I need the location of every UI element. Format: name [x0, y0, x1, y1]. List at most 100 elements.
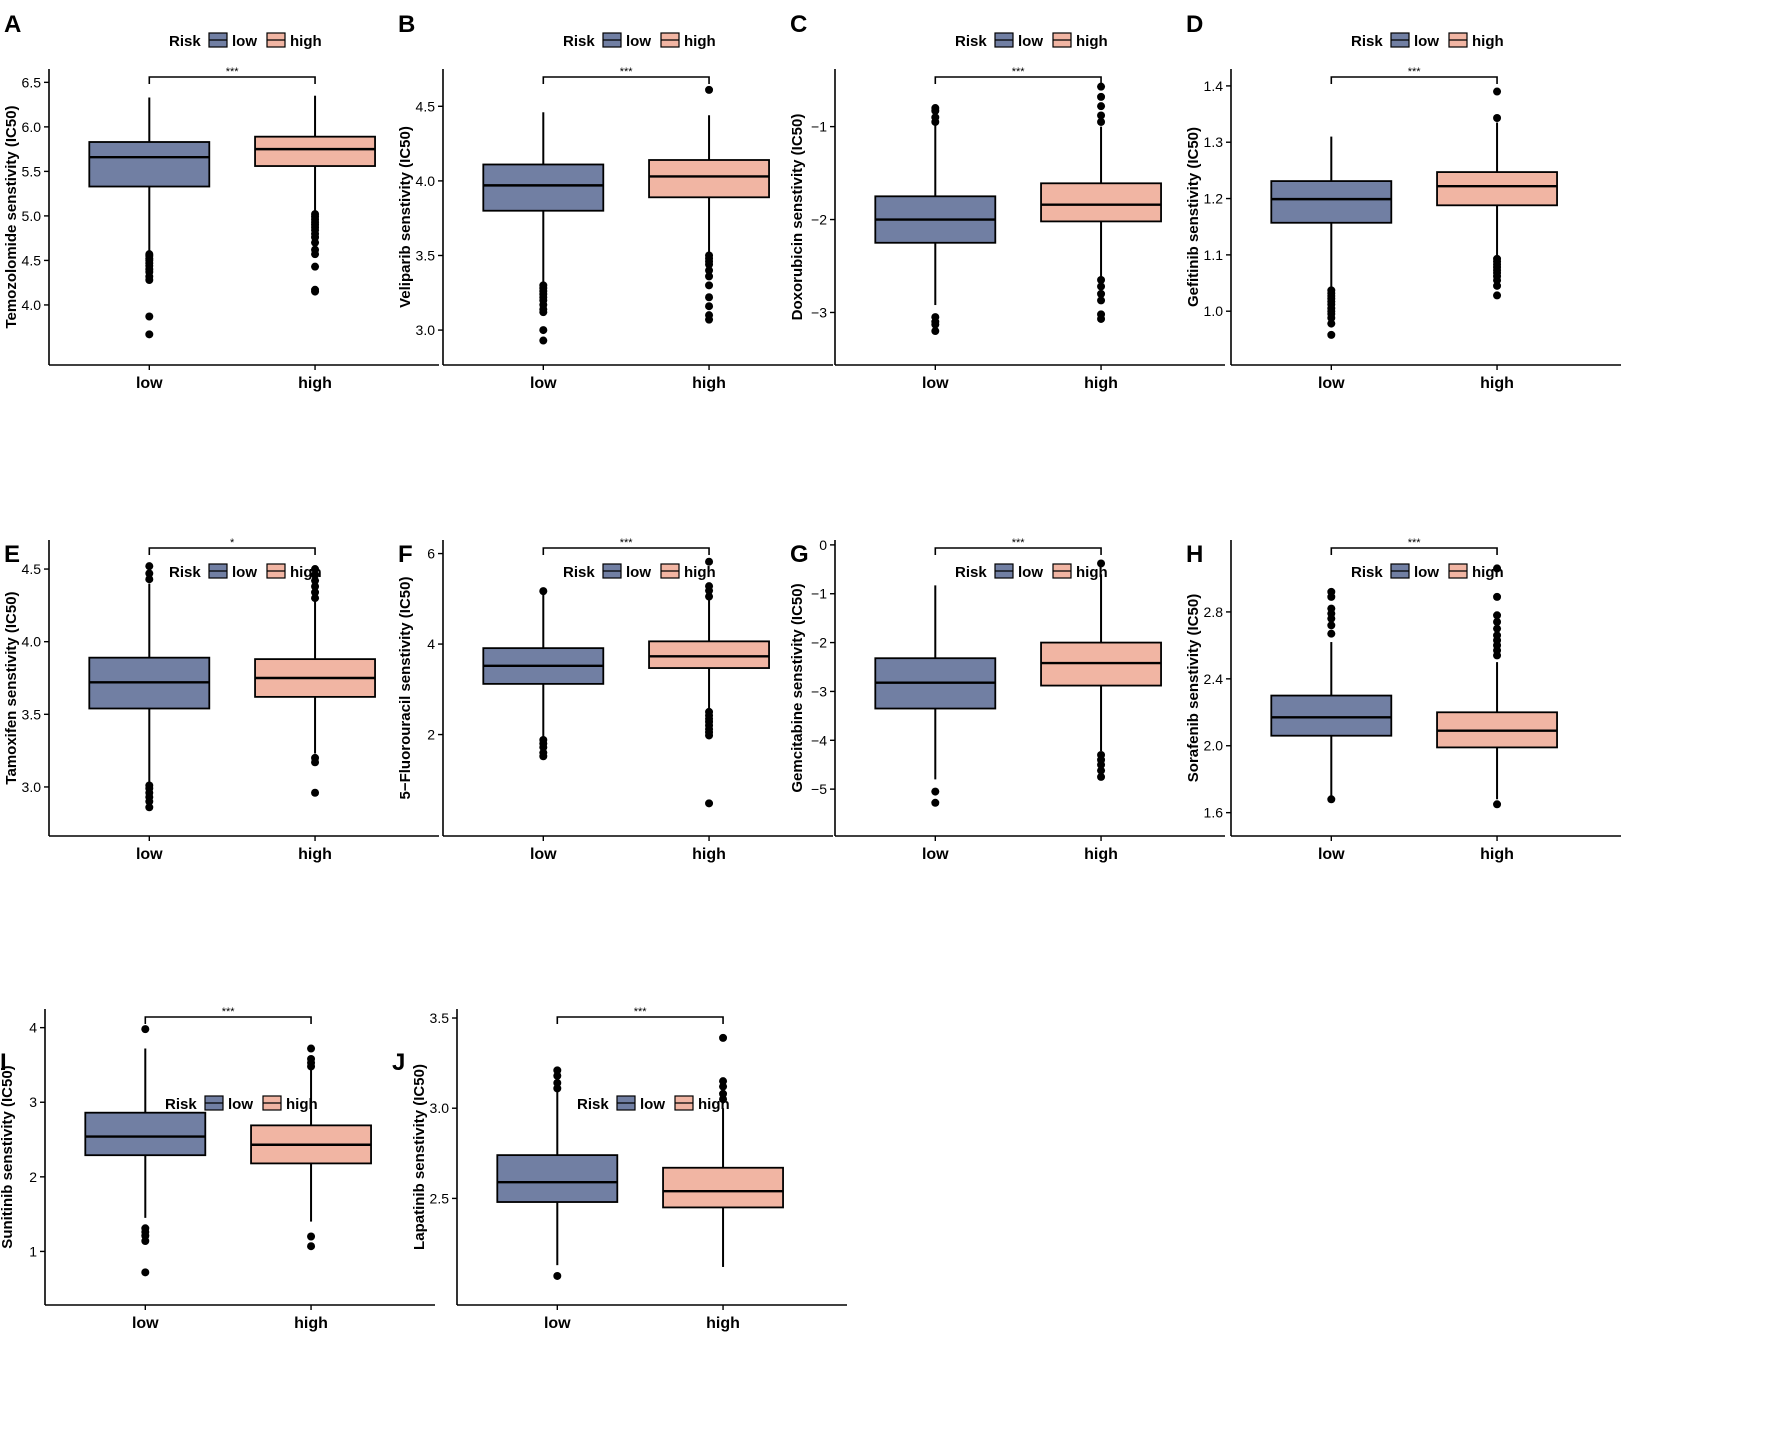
- legend-label-high: high: [286, 1096, 318, 1113]
- y-tick-label: 5.5: [22, 163, 42, 179]
- significance-bracket: [1330, 547, 1498, 555]
- outlier-point-low: [931, 106, 940, 115]
- outlier-point-low: [931, 798, 940, 807]
- significance-bracket: [934, 547, 1102, 555]
- y-axis-label: Veliparib senstivity (IC50): [397, 126, 414, 308]
- y-tick-label: 3.5: [416, 247, 436, 263]
- panel-letter: C: [790, 11, 807, 38]
- y-tick-label: 2.0: [1204, 738, 1224, 754]
- significance-label: ***: [226, 66, 240, 78]
- y-tick-label: 1.3: [1204, 134, 1224, 150]
- outlier-point-low: [141, 1025, 150, 1034]
- legend-label-high: high: [1472, 33, 1504, 50]
- y-axis-label: Gemcitabine senstivity (IC50): [789, 583, 806, 792]
- outlier-point-low: [145, 330, 154, 339]
- outlier-point-high: [1493, 624, 1502, 633]
- outlier-point-high: [307, 1062, 316, 1071]
- box-low: [84, 1111, 207, 1157]
- outlier-point-high: [1493, 800, 1502, 809]
- y-tick-label: 4.0: [22, 297, 42, 313]
- legend-label-low: low: [1414, 564, 1439, 581]
- box-low: [1270, 694, 1393, 737]
- panel-c: C Risk low high −3 −2 −1 Doxorubicin senstivity…: [789, 11, 1225, 392]
- y-tick-label: −3: [811, 683, 827, 699]
- y-tick-label: −1: [811, 586, 827, 602]
- outlier-point-high: [311, 594, 320, 603]
- box-low: [1270, 180, 1393, 224]
- x-tick-label-low: low: [922, 375, 949, 392]
- outlier-point-high: [705, 592, 714, 601]
- legend-title: Risk: [955, 564, 987, 581]
- outlier-point-high: [719, 1095, 728, 1104]
- y-tick-label: 3.0: [430, 1100, 450, 1116]
- y-tick-label: −5: [811, 781, 827, 797]
- outlier-point-low: [145, 797, 154, 806]
- outlier-point-high: [311, 582, 320, 591]
- y-tick-label: 3.0: [22, 779, 42, 795]
- outlier-point-low: [1327, 313, 1336, 322]
- significance-label: ***: [1408, 537, 1422, 549]
- y-tick-label: −2: [811, 635, 827, 651]
- outlier-point-high: [1097, 766, 1106, 775]
- y-axis-label: 5−Fluorouracil senstivity (IC50): [397, 577, 414, 800]
- x-tick-label-low: low: [1318, 375, 1345, 392]
- outlier-point-high: [1493, 592, 1502, 601]
- outlier-point-low: [1327, 330, 1336, 339]
- y-axis-label: Tamoxifen senstivity (IC50): [3, 591, 20, 784]
- outlier-point-high: [311, 238, 320, 247]
- outlier-point-low: [931, 117, 940, 126]
- y-tick-label: 1.1: [1204, 247, 1224, 263]
- outlier-point-high: [705, 85, 714, 94]
- x-tick-label-high: high: [706, 1315, 740, 1332]
- outlier-point-high: [311, 588, 320, 597]
- y-tick-label: 4.0: [416, 173, 436, 189]
- y-axis-label: Sorafenib senstivity (IC50): [1185, 594, 1202, 782]
- outlier-point-high: [307, 1232, 316, 1241]
- panel-f: F Risk low high 2 4 6 5−Fluorouracil senstivity…: [397, 537, 833, 863]
- legend-label-high: high: [290, 33, 322, 50]
- outlier-point-high: [705, 293, 714, 302]
- outlier-point-low: [539, 336, 548, 345]
- outlier-point-high: [1097, 275, 1106, 284]
- outlier-point-low: [1327, 614, 1336, 623]
- box-low: [496, 1154, 619, 1203]
- significance-bracket: [542, 76, 710, 84]
- legend-label-low: low: [1018, 33, 1043, 50]
- y-tick-label: 1.0: [1204, 303, 1224, 319]
- y-tick-label: 4: [427, 636, 435, 652]
- x-tick-label-low: low: [530, 375, 557, 392]
- box-high: [662, 1166, 784, 1209]
- y-tick-label: −4: [811, 732, 827, 748]
- outlier-point-high: [1097, 92, 1106, 101]
- panel-d: D Risk low high 1.0 1.1 1.2 1.3 1.4 Gefitinib sen…: [1185, 11, 1621, 392]
- outlier-point-high: [1493, 564, 1502, 573]
- y-tick-label: 5.0: [22, 208, 42, 224]
- y-axis-label: Lapatinib senstivity (IC50): [411, 1064, 428, 1250]
- outlier-point-low: [539, 326, 548, 335]
- y-tick-label: 2.4: [1204, 671, 1224, 687]
- x-tick-label-high: high: [298, 846, 332, 863]
- panel-letter: E: [4, 541, 20, 568]
- y-tick-label: 4.5: [22, 252, 42, 268]
- outlier-point-low: [1327, 795, 1336, 804]
- panel-letter: D: [1186, 11, 1203, 38]
- legend-label-low: low: [232, 33, 257, 50]
- outlier-point-low: [1327, 319, 1336, 328]
- y-tick-label: 6.5: [22, 74, 42, 90]
- outlier-point-high: [311, 565, 320, 574]
- outlier-point-low: [553, 1071, 562, 1080]
- outlier-point-low: [539, 308, 548, 317]
- x-tick-label-high: high: [1480, 375, 1514, 392]
- outlier-point-high: [1493, 87, 1502, 96]
- panel-g: G Risk low high −5 −4 −3 −2 −1 0 Gemcitabine senst…: [789, 537, 1225, 863]
- panel-letter: A: [4, 11, 21, 38]
- significance-bracket: [148, 76, 316, 84]
- outlier-point-high: [1097, 296, 1106, 305]
- panel-letter: G: [790, 541, 809, 568]
- y-axis-label: Temozolomide senstivity (IC50): [3, 105, 20, 328]
- outlier-point-high: [719, 1082, 728, 1091]
- significance-bracket: [148, 547, 316, 555]
- outlier-point-high: [705, 302, 714, 311]
